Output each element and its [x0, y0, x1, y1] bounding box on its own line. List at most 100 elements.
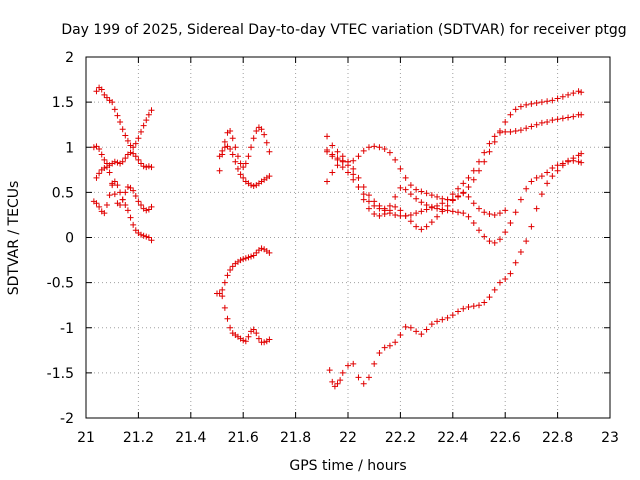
data-point-plus [517, 127, 524, 134]
data-point-plus [392, 193, 399, 200]
data-point-plus [255, 335, 262, 342]
data-point-plus [434, 205, 441, 212]
data-point-plus [350, 157, 357, 164]
data-point-plus [229, 135, 236, 142]
data-point-plus [434, 193, 441, 200]
data-point-plus [538, 191, 545, 198]
data-point-plus [491, 133, 498, 140]
data-point-plus [517, 196, 524, 203]
data-point-plus [418, 188, 425, 195]
data-point-plus [575, 88, 582, 95]
data-point-plus [132, 140, 139, 147]
data-point-plus [481, 158, 488, 165]
data-point-plus [216, 153, 223, 160]
data-point-plus [103, 94, 110, 101]
data-point-plus [130, 150, 137, 157]
x-tick-label: 22 [339, 430, 357, 446]
data-point-plus [376, 350, 383, 357]
data-point-plus [101, 165, 108, 172]
data-point-plus [386, 149, 393, 156]
data-point-plus [376, 205, 383, 212]
data-point-plus [135, 135, 142, 142]
data-point-plus [402, 212, 409, 219]
data-point-plus [127, 214, 134, 221]
data-point-plus [135, 198, 142, 205]
data-point-plus [122, 132, 129, 139]
data-point-plus [143, 207, 150, 214]
data-point-plus [326, 367, 333, 374]
data-point-plus [143, 164, 150, 171]
data-point-plus [428, 219, 435, 226]
data-point-plus [570, 90, 577, 97]
data-point-plus [130, 187, 137, 194]
data-point-plus [138, 128, 145, 135]
x-tick-label: 21.8 [280, 430, 311, 446]
data-point-plus [402, 174, 409, 181]
data-point-plus [444, 207, 451, 214]
data-point-plus [227, 324, 234, 331]
data-point-plus [234, 153, 241, 160]
data-point-plus [261, 339, 268, 346]
data-point-plus [232, 144, 239, 151]
data-point-plus [476, 227, 482, 234]
data-point-plus [428, 203, 435, 210]
data-point-plus [365, 374, 372, 381]
data-point-plus [397, 184, 404, 191]
data-point-plus [496, 128, 503, 135]
data-point-plus [114, 159, 121, 166]
data-point-plus [250, 183, 257, 190]
data-point-plus [549, 165, 556, 172]
data-point-plus [455, 192, 462, 199]
data-point-plus [117, 202, 124, 209]
data-point-plus [455, 209, 462, 216]
data-point-plus [98, 151, 105, 158]
data-point-plus [407, 324, 414, 331]
data-point-plus [242, 160, 249, 167]
data-point-plus [355, 374, 362, 381]
data-point-plus [93, 143, 100, 150]
data-point-plus [502, 128, 509, 135]
data-point-plus [240, 174, 247, 181]
data-point-plus [439, 316, 446, 323]
data-point-plus [481, 209, 488, 216]
data-point-plus [413, 223, 420, 230]
data-point-plus [465, 183, 472, 190]
x-tick-label: 22.4 [437, 430, 468, 446]
data-point-plus [101, 91, 108, 98]
data-point-plus [148, 107, 155, 114]
data-point-plus [334, 156, 341, 163]
data-point-plus [371, 211, 378, 218]
data-point-plus [460, 180, 467, 187]
data-point-plus [554, 95, 561, 102]
data-point-plus [371, 360, 378, 367]
data-point-plus [423, 223, 430, 230]
data-point-plus [224, 272, 231, 279]
data-point-plus [578, 150, 585, 157]
data-point-plus [350, 176, 357, 183]
data-point-plus [240, 164, 247, 171]
data-point-plus [224, 143, 231, 150]
data-point-plus [423, 202, 430, 209]
data-point-plus [119, 196, 126, 203]
data-point-plus [227, 128, 234, 135]
data-point-plus [578, 89, 585, 96]
data-point-plus [331, 383, 338, 390]
data-point-plus [365, 198, 372, 205]
data-point-plus [397, 212, 404, 219]
data-point-plus [381, 205, 388, 212]
data-point-plus [253, 330, 260, 337]
x-tick-label: 22.2 [385, 430, 416, 446]
data-point-plus [103, 202, 110, 209]
data-point-plus [554, 116, 561, 123]
data-point-plus [386, 342, 393, 349]
data-point-plus [578, 111, 585, 118]
data-point-plus [106, 169, 113, 176]
data-point-plus [98, 86, 105, 93]
data-point-plus [538, 99, 545, 106]
data-point-plus [491, 211, 498, 218]
data-point-plus [502, 207, 509, 214]
data-point-plus [221, 304, 228, 311]
data-point-plus [253, 128, 260, 135]
data-point-plus [365, 192, 372, 199]
data-point-plus [250, 326, 257, 333]
